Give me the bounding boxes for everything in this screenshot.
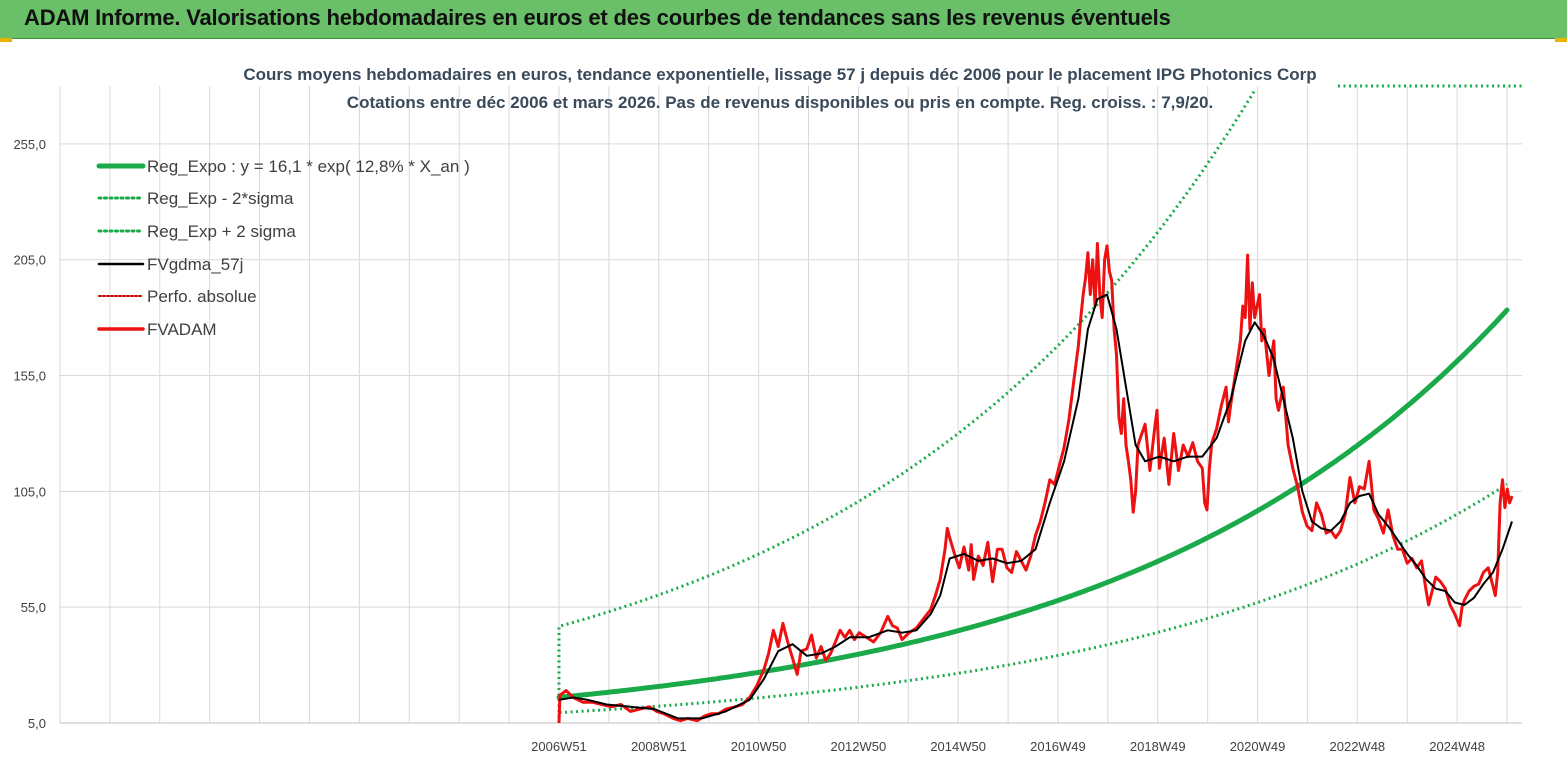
x-tick-label: 2010W50	[731, 739, 787, 754]
x-tick-label: 2016W49	[1030, 739, 1086, 754]
series-reg-exp-plus-2sigma	[557, 88, 1257, 723]
corner-mark-right	[1555, 38, 1567, 42]
legend: Reg_Expo : y = 16,1 * exp( 12,8% * X_an …	[96, 157, 470, 339]
x-axis-labels: 2006W51 2008W51 2010W50 2012W50 2014W50 2016W…	[531, 739, 1485, 754]
x-tick-label: 2018W49	[1130, 739, 1186, 754]
y-tick-label: 55,0	[21, 600, 46, 615]
grid	[59, 86, 1522, 724]
series-fvgdma-57j	[558, 293, 1513, 720]
legend-label-reg-exp-minus: Reg_Exp - 2*sigma	[147, 189, 294, 208]
series-fvadam	[557, 242, 1514, 724]
header-banner: ADAM Informe. Valorisations hebdomadaire…	[0, 0, 1567, 39]
x-tick-label: 2020W49	[1230, 739, 1286, 754]
series-reg-exp-minus-2sigma	[557, 482, 1508, 723]
x-tick-label: 2022W48	[1330, 739, 1386, 754]
legend-label-reg-exp-plus: Reg_Exp + 2 sigma	[147, 222, 296, 241]
y-tick-label: 5,0	[28, 716, 46, 731]
y-tick-label: 155,0	[13, 369, 46, 384]
y-axis-labels: 5,0 55,0 105,0 155,0 205,0 255,0	[13, 137, 46, 731]
y-tick-label: 105,0	[13, 484, 46, 499]
y-tick-label: 205,0	[13, 253, 46, 268]
legend-label-perfo: Perfo. absolue	[147, 287, 257, 306]
x-tick-label: 2024W48	[1429, 739, 1485, 754]
chart-title-line1: Cours moyens hebdomadaires en euros, ten…	[243, 65, 1316, 84]
x-tick-label: 2006W51	[531, 739, 587, 754]
legend-label-fvadam: FVADAM	[147, 320, 217, 339]
x-tick-label: 2012W50	[831, 739, 887, 754]
series-reg-expo	[556, 307, 1510, 700]
y-tick-label: 255,0	[13, 137, 46, 152]
legend-label-reg-expo: Reg_Expo : y = 16,1 * exp( 12,8% * X_an …	[147, 157, 470, 176]
corner-mark-left	[0, 38, 12, 42]
series-layer	[556, 88, 1514, 724]
x-tick-label: 2014W50	[930, 739, 986, 754]
x-tick-label: 2008W51	[631, 739, 687, 754]
legend-label-fvgdma: FVgdma_57j	[147, 255, 243, 274]
report-title: ADAM Informe. Valorisations hebdomadaire…	[24, 5, 1171, 30]
chart-title-line2: Cotations entre déc 2006 et mars 2026. P…	[347, 93, 1213, 112]
